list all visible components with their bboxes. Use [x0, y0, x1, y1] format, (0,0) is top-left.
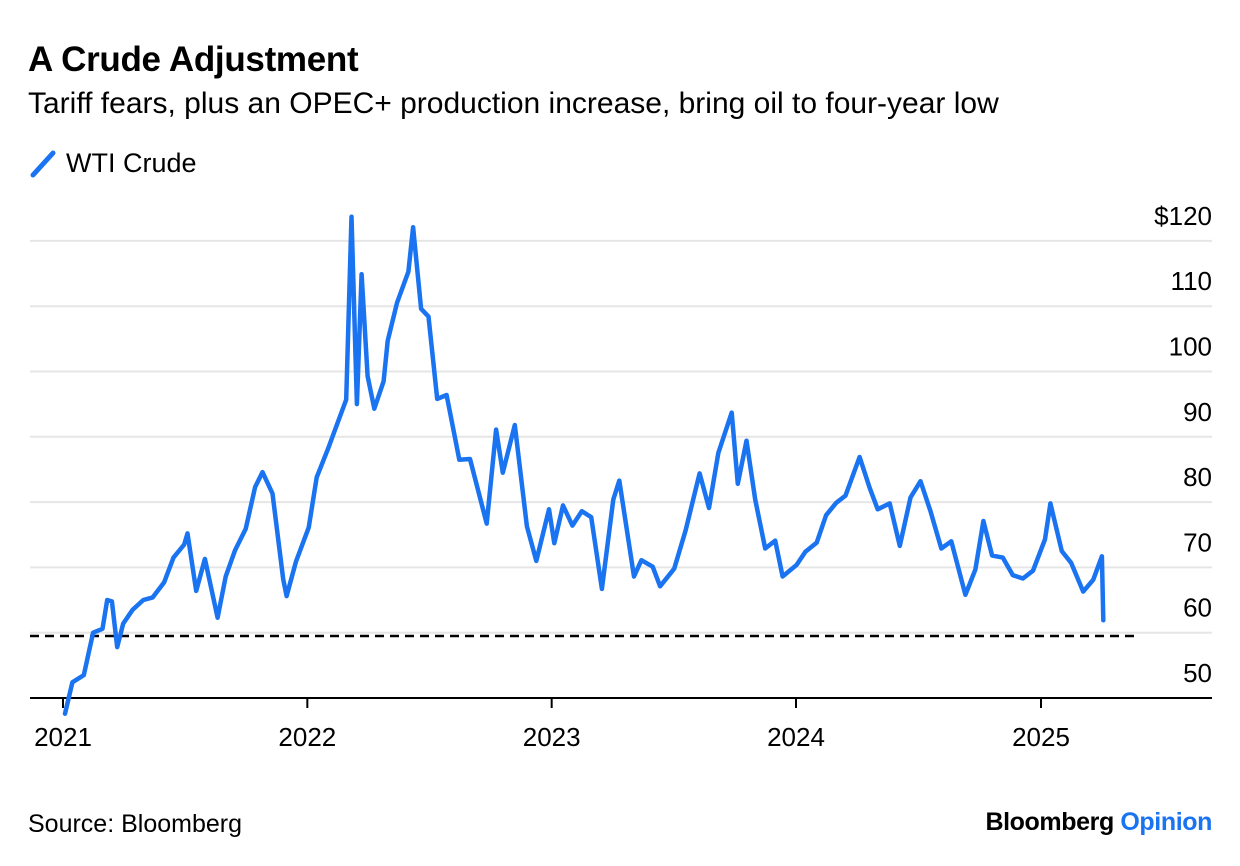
- brand-main: Bloomberg: [985, 808, 1114, 836]
- chart-legend: WTI Crude: [28, 148, 197, 179]
- y-tick-label: 90: [1183, 397, 1212, 427]
- brand-logo: Bloomberg Opinion: [985, 808, 1212, 837]
- x-tick-label: 2024: [767, 722, 825, 752]
- y-tick-label: 80: [1183, 462, 1212, 492]
- y-tick-label: 60: [1183, 593, 1212, 623]
- legend-label: WTI Crude: [66, 148, 197, 178]
- source-note: Source: Bloomberg: [28, 810, 243, 838]
- y-tick-label: 50: [1183, 658, 1212, 688]
- y-tick-label: 70: [1183, 527, 1212, 557]
- series-line-wti-crude: [62, 214, 1106, 716]
- brand-accent: Opinion: [1120, 808, 1212, 836]
- y-tick-label: $120: [1154, 201, 1212, 231]
- x-tick-label: 2025: [1012, 722, 1070, 752]
- x-tick-label: 2021: [34, 722, 92, 752]
- chart-subtitle: Tariff fears, plus an OPEC+ production i…: [28, 87, 999, 120]
- x-tick-label: 2023: [523, 722, 581, 752]
- legend-swatch-icon: [30, 150, 56, 177]
- y-tick-label: 110: [1171, 266, 1212, 296]
- chart-title: A Crude Adjustment: [28, 40, 359, 79]
- x-tick-label: 2022: [278, 722, 336, 752]
- y-tick-label: 100: [1169, 332, 1212, 362]
